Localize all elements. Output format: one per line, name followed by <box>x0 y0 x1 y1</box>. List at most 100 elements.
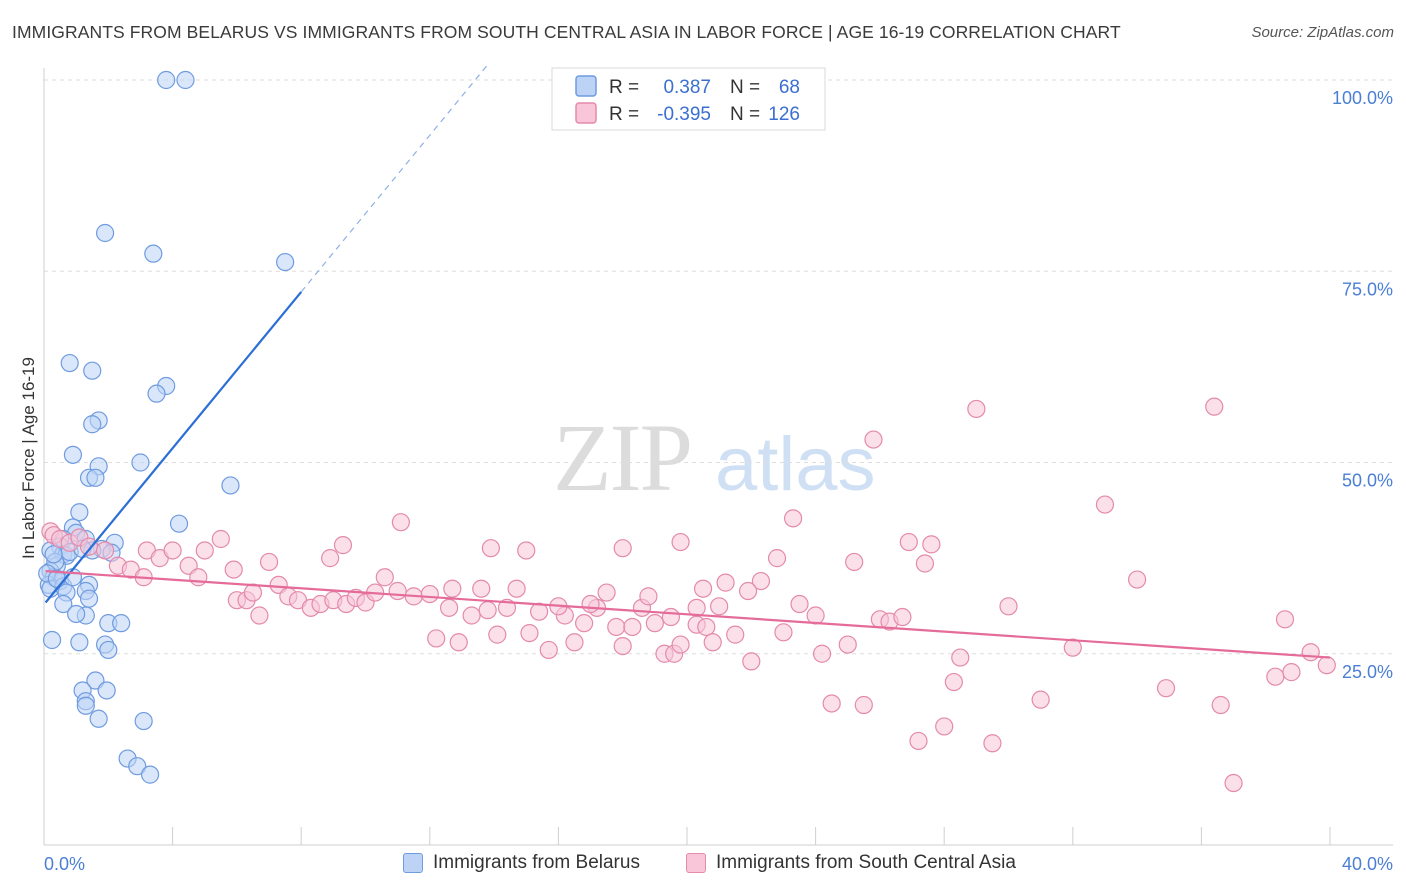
sca-point <box>163 541 182 560</box>
x-tick-label-max: 40.0% <box>1342 854 1393 874</box>
sca-point <box>1224 773 1243 793</box>
sca-point <box>738 581 758 601</box>
belarus-point <box>42 630 62 650</box>
sca-point <box>575 614 594 633</box>
sca-point <box>581 594 600 614</box>
sca-point <box>1211 695 1230 715</box>
sca-point <box>478 601 497 620</box>
sca-point <box>391 513 410 532</box>
sca-point <box>481 539 500 558</box>
sca-point <box>462 606 481 625</box>
belarus-point <box>134 711 153 731</box>
sca-point <box>1156 679 1176 698</box>
sca-point <box>716 573 735 592</box>
x-tick-label-min: 0.0% <box>44 854 85 874</box>
trend-line-belarus-extension <box>300 64 489 293</box>
sca-point <box>1063 638 1082 657</box>
sca-point <box>935 717 954 736</box>
sca-point <box>472 579 491 598</box>
belarus-point <box>221 476 240 495</box>
belarus-point <box>70 633 89 652</box>
belarus-point <box>157 70 176 90</box>
sca-point <box>224 560 243 579</box>
bottom-legend-belarus: Immigrants from Belarus <box>403 852 640 874</box>
sca-point <box>1301 643 1320 662</box>
sca-point <box>488 625 507 644</box>
sca-point <box>427 629 446 648</box>
legend-r-label-belarus: R = <box>609 77 639 98</box>
sca-point <box>854 695 873 715</box>
sca-point <box>243 583 263 602</box>
belarus-point <box>54 594 73 614</box>
belarus-point <box>95 223 115 243</box>
sca-point <box>613 636 632 656</box>
sca-point <box>845 552 864 572</box>
y-tick-label-100: 100.0% <box>1332 88 1393 108</box>
belarus-point <box>147 384 166 403</box>
sca-point <box>539 640 558 660</box>
sca-point <box>250 606 269 625</box>
sca-point <box>967 399 986 419</box>
sca-point <box>95 541 115 560</box>
legend-n-label-belarus: N = <box>730 77 760 98</box>
chart-source: Source: ZipAtlas.com <box>1251 24 1394 41</box>
sca-point <box>388 581 407 601</box>
sca-point <box>838 635 857 654</box>
sca-point <box>671 532 690 552</box>
watermark-zip: ZIP <box>553 404 691 511</box>
sca-point <box>520 623 539 643</box>
sca-point <box>783 509 803 528</box>
sca-point <box>517 541 536 560</box>
sca-point <box>751 571 771 591</box>
legend-r-label-sca: R = <box>609 104 639 125</box>
bottom-legend-label-belarus: Immigrants from Belarus <box>433 852 640 873</box>
sca-point <box>909 731 928 751</box>
belarus-point <box>99 640 118 660</box>
sca-point <box>1275 610 1295 629</box>
sca-point <box>687 598 706 617</box>
y-tick-label-25: 25.0% <box>1342 662 1393 682</box>
sca-point <box>742 652 761 671</box>
sca-point <box>951 648 970 667</box>
belarus-point <box>83 361 102 380</box>
belarus-point <box>276 252 295 272</box>
legend-swatch-belarus <box>575 75 597 97</box>
sca-point <box>1127 570 1147 589</box>
legend-r-value-belarus: 0.387 <box>663 77 711 98</box>
sca-point <box>790 594 809 614</box>
sca-point <box>639 587 658 606</box>
y-tick-labels: 25.0% 50.0% 75.0% 100.0% <box>1332 88 1393 682</box>
belarus-point <box>70 503 89 522</box>
sca-point <box>321 549 340 568</box>
sca-point <box>671 635 690 654</box>
belarus-point <box>63 445 83 464</box>
belarus-point <box>97 681 116 700</box>
sca-point <box>613 539 632 558</box>
trend-line-belarus <box>44 291 303 604</box>
sca-point <box>565 633 584 652</box>
sca-point <box>944 672 963 692</box>
chart-title: IMMIGRANTS FROM BELARUS VS IMMIGRANTS FR… <box>12 22 1121 42</box>
bottom-legend-swatch-belarus <box>403 853 423 873</box>
watermark-atlas: atlas <box>715 422 876 507</box>
sca-point <box>375 568 394 587</box>
legend-n-value-sca: 126 <box>768 104 800 125</box>
sca-point <box>822 694 841 713</box>
sca-point <box>893 607 912 627</box>
y-tick-label-50: 50.0% <box>1342 471 1393 491</box>
sca-point <box>597 583 616 602</box>
sca-point <box>899 532 918 552</box>
axes <box>43 68 1393 846</box>
trend-lines <box>44 64 1331 659</box>
sca-point <box>697 617 716 637</box>
sca-point <box>607 617 626 637</box>
series-sca-points <box>41 397 1336 793</box>
sca-point <box>443 579 462 598</box>
sca-point <box>983 734 1002 753</box>
belarus-point <box>60 353 79 373</box>
sca-point <box>507 579 526 598</box>
series-belarus-points <box>38 70 295 784</box>
y-tick-label-75: 75.0% <box>1342 279 1393 299</box>
belarus-point <box>89 709 108 728</box>
